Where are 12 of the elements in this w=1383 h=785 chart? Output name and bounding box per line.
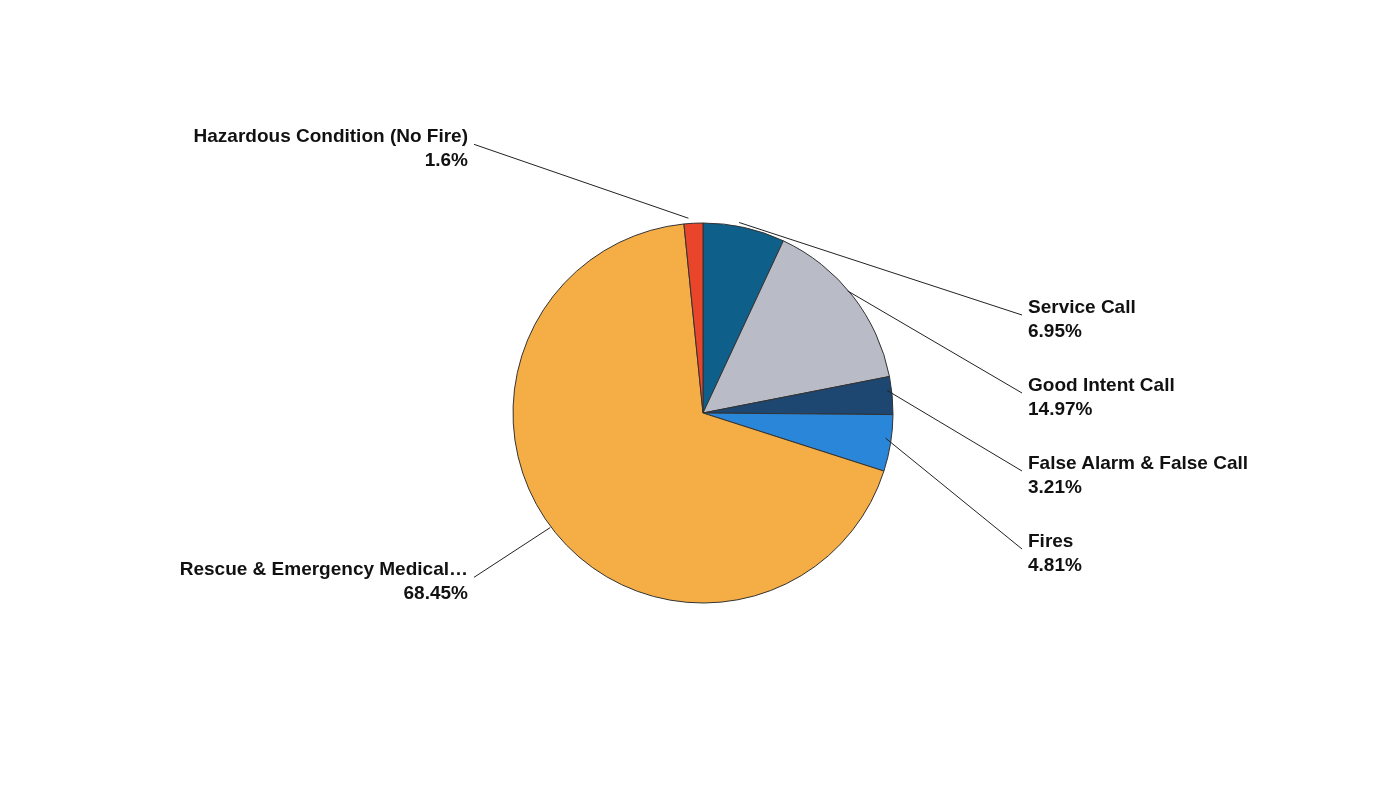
slice-label: Hazardous Condition (No Fire) [193, 125, 468, 147]
slice-label: Rescue & Emergency Medical… [179, 558, 468, 580]
data-label: 1.6% [424, 149, 469, 171]
data-label: 68.45% [403, 582, 469, 604]
slice-label: Good Intent Call [1028, 374, 1175, 395]
data-label: 14.97% [1028, 398, 1093, 419]
data-label: 4.81% [1028, 554, 1082, 575]
slice-label: False Alarm & False Call [1028, 452, 1249, 473]
slice-label: Fires [1028, 530, 1074, 551]
data-label: 3.21% [1028, 476, 1082, 497]
slice-label: Service Call [1028, 296, 1136, 317]
data-label: 6.95% [1028, 320, 1082, 341]
